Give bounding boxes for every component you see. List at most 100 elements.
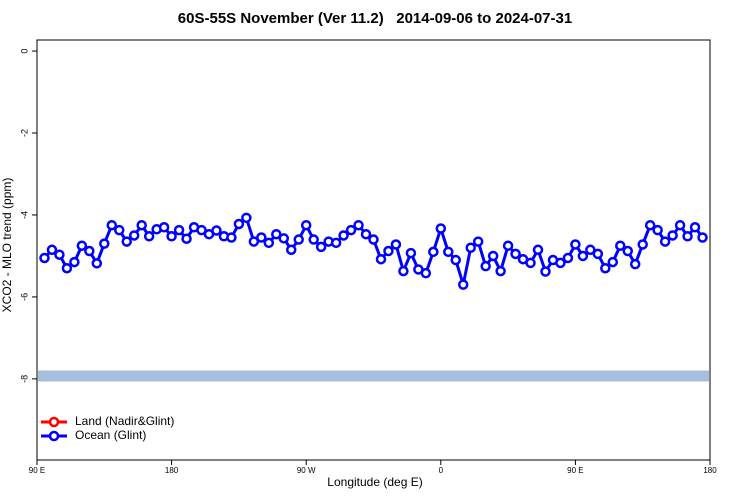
x-tick-label: 90 E [567, 466, 583, 475]
y-tick-label: -6 [19, 293, 29, 301]
data-point [674, 219, 686, 231]
data-point [121, 236, 132, 247]
data-point [99, 238, 110, 249]
y-tick-label: -2 [19, 129, 29, 137]
data-point [76, 240, 88, 251]
data-point [667, 230, 678, 241]
data-point [263, 237, 275, 249]
data-point [383, 245, 394, 257]
data-point [54, 249, 65, 260]
chart-title: 60S-55S November (Ver 11.2) 2014-09-06 t… [178, 10, 572, 27]
data-point [233, 218, 245, 230]
data-point [585, 244, 596, 256]
data-point [285, 244, 297, 256]
data-point [450, 254, 462, 266]
legend-marker [48, 430, 60, 442]
data-point [166, 231, 177, 242]
data-point [510, 248, 521, 260]
data-point [271, 228, 282, 240]
data-point [525, 257, 536, 269]
data-point [308, 234, 319, 245]
data-point [114, 224, 125, 236]
data-point [465, 242, 476, 253]
data-point [428, 246, 439, 258]
x-tick-label: 90 W [297, 466, 316, 475]
data-point [226, 232, 237, 243]
data-point [398, 265, 409, 277]
data-point [69, 256, 80, 268]
data-point [158, 222, 170, 233]
y-tick-label: 0 [19, 49, 29, 54]
data-point [659, 236, 671, 247]
data-point [600, 262, 611, 274]
data-point [532, 244, 544, 256]
data-point [607, 256, 619, 268]
data-point [570, 239, 581, 250]
data-point [136, 219, 147, 231]
data-point [106, 219, 118, 231]
data-point [345, 224, 357, 236]
data-point [420, 267, 432, 279]
data-point [84, 245, 95, 257]
x-tick-label: 0 [439, 466, 444, 475]
x-tick-label: 180 [165, 466, 179, 475]
data-point [390, 239, 402, 250]
data-point [128, 230, 140, 241]
data-point [637, 239, 648, 250]
data-point [315, 241, 327, 253]
data-point [622, 245, 633, 257]
data-point [293, 234, 304, 245]
data-point [278, 233, 290, 244]
data-point [375, 253, 387, 265]
data-point [682, 231, 693, 242]
data-point [360, 228, 372, 240]
data-point [555, 257, 566, 269]
data-point [256, 232, 267, 243]
data-point [502, 240, 514, 251]
legend-marker [48, 416, 60, 428]
data-point [338, 230, 349, 241]
data-point [652, 224, 663, 236]
x-tick-label: 90 E [29, 466, 45, 475]
data-point [196, 224, 207, 236]
legend-label: Land (Nadir&Glint) [75, 414, 174, 428]
data-point [472, 236, 484, 247]
data-point [61, 262, 73, 274]
data-point [540, 266, 551, 277]
data-point [480, 260, 491, 272]
data-point [181, 233, 192, 244]
data-point [495, 265, 506, 277]
data-point [629, 258, 641, 270]
data-point [562, 252, 574, 264]
data-point [300, 219, 312, 231]
x-axis-label: Longitude (deg E) [327, 475, 422, 489]
data-point [435, 223, 447, 234]
data-point [577, 250, 589, 262]
y-axis-label: XCO2 - MLO trend (ppm) [0, 178, 14, 313]
data-point [46, 244, 58, 256]
legend-label: Ocean (Glint) [75, 428, 146, 442]
data-point [211, 225, 222, 236]
data-point [248, 236, 260, 247]
y-tick-label: -4 [19, 211, 29, 219]
data-point [368, 234, 379, 245]
data-point [644, 219, 656, 231]
data-point [241, 212, 252, 224]
data-point [91, 258, 103, 269]
data-point [39, 252, 50, 264]
data-point [330, 237, 342, 249]
data-point [143, 231, 155, 242]
y-tick-label: -8 [19, 375, 29, 383]
data-point [353, 219, 364, 231]
data-point [443, 246, 454, 258]
x-tick-label: 180 [703, 466, 717, 475]
plot-frame [36, 39, 711, 461]
data-point [592, 248, 604, 260]
data-point [405, 247, 417, 259]
data-point [487, 250, 499, 262]
data-point [689, 222, 701, 233]
data-point [457, 279, 469, 290]
data-point [697, 232, 708, 243]
